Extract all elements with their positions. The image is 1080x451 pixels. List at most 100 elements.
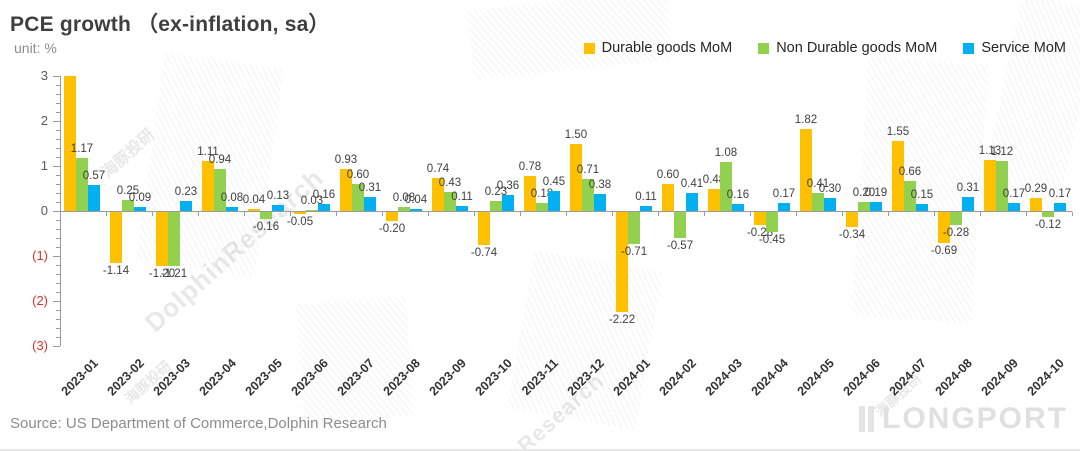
bar-value-label: 0.09 [128,191,152,204]
bar-value-label: 0.41 [806,177,830,190]
bar-durable-goods-mom-2024-07 [892,141,904,211]
legend-item-2[interactable]: Service MoM [963,40,1066,56]
x-tick-mark [520,212,521,216]
x-tick-mark [382,212,383,216]
y-tick-mark [53,211,60,212]
bar-service-mom-2024-10 [1054,203,1066,211]
bar-value-label: 0.94 [208,153,232,166]
legend-item-1[interactable]: Non Durable goods MoM [758,40,937,56]
bar-value-label: 0.03 [300,194,324,207]
bar-non-durable-goods-mom-2023-08 [398,207,410,211]
bar-non-durable-goods-mom-2024-10 [1042,212,1054,218]
bar-durable-goods-mom-2024-09 [984,160,996,211]
x-tick-mark [934,212,935,216]
bar-value-label: 0.08 [220,192,244,205]
bar-service-mom-2024-09 [1008,203,1020,211]
bar-durable-goods-mom-2023-09 [432,177,444,211]
bar-value-label: 1.55 [886,126,910,139]
bar-non-durable-goods-mom-2023-09 [444,191,456,211]
y-tick-mark [53,76,60,77]
bar-service-mom-2023-05 [272,205,284,211]
x-tick-mark [704,212,705,216]
bar-durable-goods-mom-2024-06 [846,212,858,228]
bar-service-mom-2024-04 [778,203,790,211]
bar-value-label: 0.60 [346,169,370,181]
bar-value-label: 0.11 [635,191,657,204]
x-tick-mark [290,212,291,216]
x-tick-mark [198,212,199,216]
zero-axis-line [60,211,1072,212]
y-tick-label: 1 [40,158,48,173]
bar-durable-goods-mom-2024-02 [662,184,674,211]
bar-non-durable-goods-mom-2023-03 [168,212,180,267]
bar-value-label: 0.11 [451,191,473,204]
bar-durable-goods-mom-2023-01 [64,76,76,211]
bar-value-label: -0.05 [286,216,314,229]
bar-non-durable-goods-mom-2023-04 [214,168,226,211]
bar-durable-goods-mom-2023-07 [340,169,352,211]
bar-durable-goods-mom-2024-10 [1030,197,1042,211]
y-tick-label: (1) [32,248,48,263]
legend-item-0[interactable]: Durable goods MoM [583,40,732,56]
x-tick-mark [612,212,613,216]
bar-value-label: 0.60 [656,169,680,181]
bar-value-label: 0.13 [266,190,290,203]
y-tick-mark [53,166,60,167]
bar-value-label: -0.57 [666,239,694,252]
bar-non-durable-goods-mom-2023-10 [490,200,502,211]
bar-durable-goods-mom-2023-11 [524,175,536,211]
bar-service-mom-2023-06 [318,203,330,211]
bar-value-label: 1.82 [794,114,818,127]
bar-value-label: 0.17 [1048,188,1072,201]
bar-value-label: 0.18 [530,187,554,200]
legend-swatch-icon [583,42,595,54]
bar-value-label: 0.25 [116,184,140,197]
bar-value-label: -0.20 [378,223,406,235]
bar-value-label: 0.04 [242,194,266,207]
bar-non-durable-goods-mom-2023-11 [536,202,548,211]
bar-durable-goods-mom-2023-08 [386,212,398,221]
bar-value-label: 0.45 [542,175,566,188]
bar-service-mom-2023-12 [594,193,606,211]
bar-value-label: 0.57 [82,170,106,183]
bar-value-label: 0.20 [852,187,876,199]
bar-non-durable-goods-mom-2023-07 [352,184,364,211]
bar-value-label: 0.93 [334,154,358,167]
y-tick-mark [53,256,60,257]
bar-value-label: 0.23 [174,185,198,198]
x-tick-mark [980,212,981,216]
bar-value-label: 1.11 [197,146,219,159]
x-tick-mark [106,212,107,216]
bar-durable-goods-mom-2023-12 [570,143,582,211]
x-tick-mark [842,212,843,216]
legend: Durable goods MoM Non Durable goods MoM Se… [583,40,1066,56]
bar-value-label: 1.50 [564,128,588,141]
bar-non-durable-goods-mom-2024-02 [674,212,686,238]
bar-value-label: 0.43 [438,176,462,189]
bar-non-durable-goods-mom-2024-08 [950,212,962,225]
bar-value-label: 1.08 [714,147,738,160]
bar-value-label: -0.34 [838,229,866,242]
x-tick-mark [1026,212,1027,216]
bar-service-mom-2023-04 [226,207,238,211]
legend-swatch-icon [963,42,975,54]
bar-value-label: 0.17 [772,188,796,201]
bar-non-durable-goods-mom-2024-07 [904,181,916,211]
y-tick-label: 0 [40,203,48,218]
bar-service-mom-2023-11 [548,190,560,211]
legend-swatch-icon [758,42,770,54]
y-tick-mark [53,121,60,122]
bar-value-label: 0.16 [312,188,336,201]
bar-value-label: 0.19 [864,187,888,200]
bar-value-label: -1.20 [148,268,176,280]
y-tick-label: (3) [32,338,48,353]
bar-service-mom-2024-07 [916,204,928,211]
bar-service-mom-2024-06 [870,202,882,211]
bar-non-durable-goods-mom-2024-09 [996,160,1008,211]
bar-durable-goods-mom-2023-04 [202,161,214,211]
bar-value-label: 0.04 [404,194,428,207]
bar-value-label: -0.74 [470,247,498,260]
source-note: Source: US Department of Commerce,Dolphi… [10,415,387,432]
